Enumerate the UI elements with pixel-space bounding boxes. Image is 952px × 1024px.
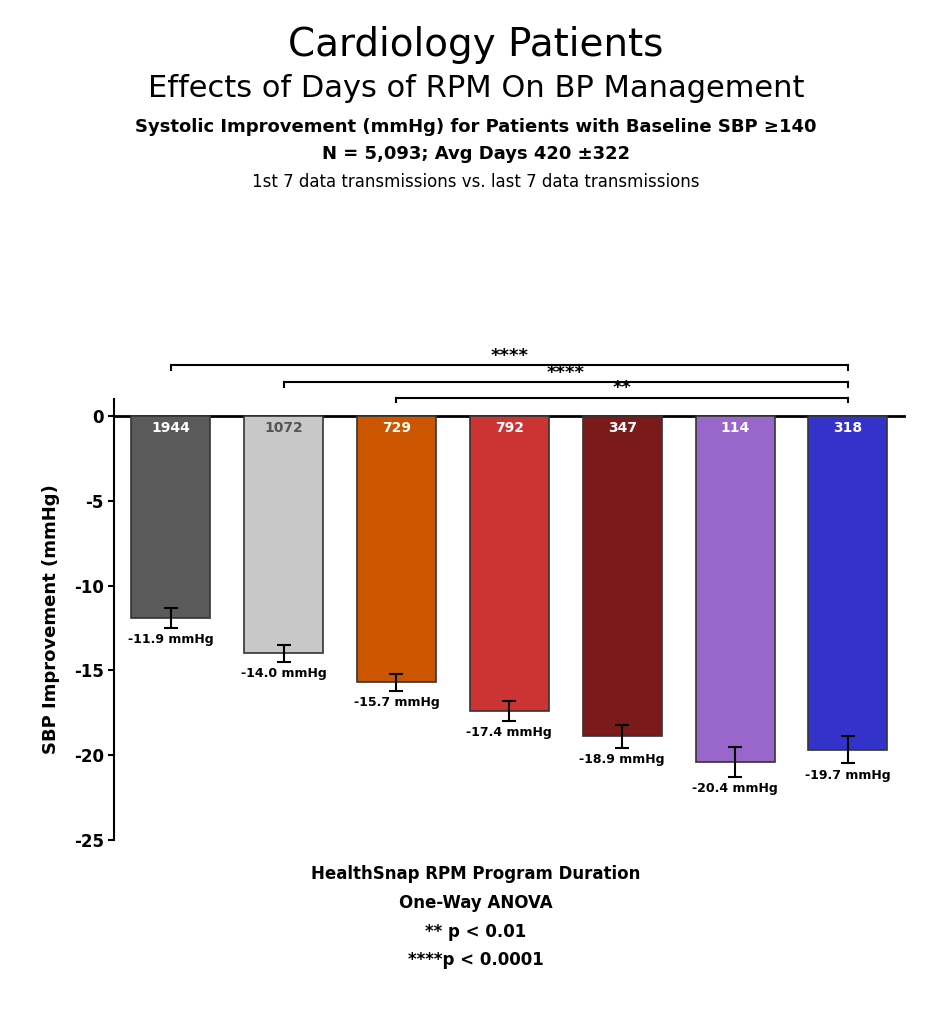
- Bar: [131, 417, 210, 617]
- Text: Cardiology Patients: Cardiology Patients: [288, 26, 664, 63]
- Bar: [244, 417, 323, 653]
- Text: ****: ****: [490, 347, 528, 365]
- Text: Systolic Improvement (mmHg) for Patients with Baseline SBP ≥140: Systolic Improvement (mmHg) for Patients…: [135, 118, 817, 136]
- Text: 729: 729: [382, 421, 411, 434]
- Text: Effects of Days of RPM On BP Management: Effects of Days of RPM On BP Management: [148, 74, 804, 102]
- Text: 1st 7 data transmissions vs. last 7 data transmissions: 1st 7 data transmissions vs. last 7 data…: [252, 173, 700, 191]
- Text: -20.4 mmHg: -20.4 mmHg: [692, 782, 778, 795]
- Text: 792: 792: [495, 421, 524, 434]
- Text: 1072: 1072: [265, 421, 303, 434]
- Text: -11.9 mmHg: -11.9 mmHg: [128, 633, 213, 646]
- Text: 1944: 1944: [151, 421, 190, 434]
- Bar: [808, 417, 887, 750]
- Text: -17.4 mmHg: -17.4 mmHg: [466, 726, 552, 739]
- Bar: [470, 417, 548, 711]
- Text: 114: 114: [721, 421, 750, 434]
- Bar: [357, 417, 436, 682]
- Text: -15.7 mmHg: -15.7 mmHg: [353, 695, 439, 709]
- Text: HealthSnap RPM Program Duration: HealthSnap RPM Program Duration: [311, 865, 641, 884]
- Text: One-Way ANOVA: One-Way ANOVA: [399, 894, 553, 912]
- Text: N = 5,093; Avg Days 420 ±322: N = 5,093; Avg Days 420 ±322: [322, 145, 630, 164]
- Text: -18.9 mmHg: -18.9 mmHg: [580, 754, 664, 766]
- Text: ****p < 0.0001: ****p < 0.0001: [408, 951, 544, 970]
- Text: -19.7 mmHg: -19.7 mmHg: [805, 769, 891, 781]
- Text: -14.0 mmHg: -14.0 mmHg: [241, 667, 327, 680]
- Text: ****: ****: [546, 364, 585, 382]
- Bar: [696, 417, 775, 762]
- Y-axis label: SBP Improvement (mmHg): SBP Improvement (mmHg): [42, 484, 60, 755]
- Text: 318: 318: [833, 421, 863, 434]
- Bar: [583, 417, 662, 736]
- Text: ** p < 0.01: ** p < 0.01: [426, 923, 526, 941]
- Text: 347: 347: [607, 421, 637, 434]
- Text: **: **: [613, 379, 632, 397]
